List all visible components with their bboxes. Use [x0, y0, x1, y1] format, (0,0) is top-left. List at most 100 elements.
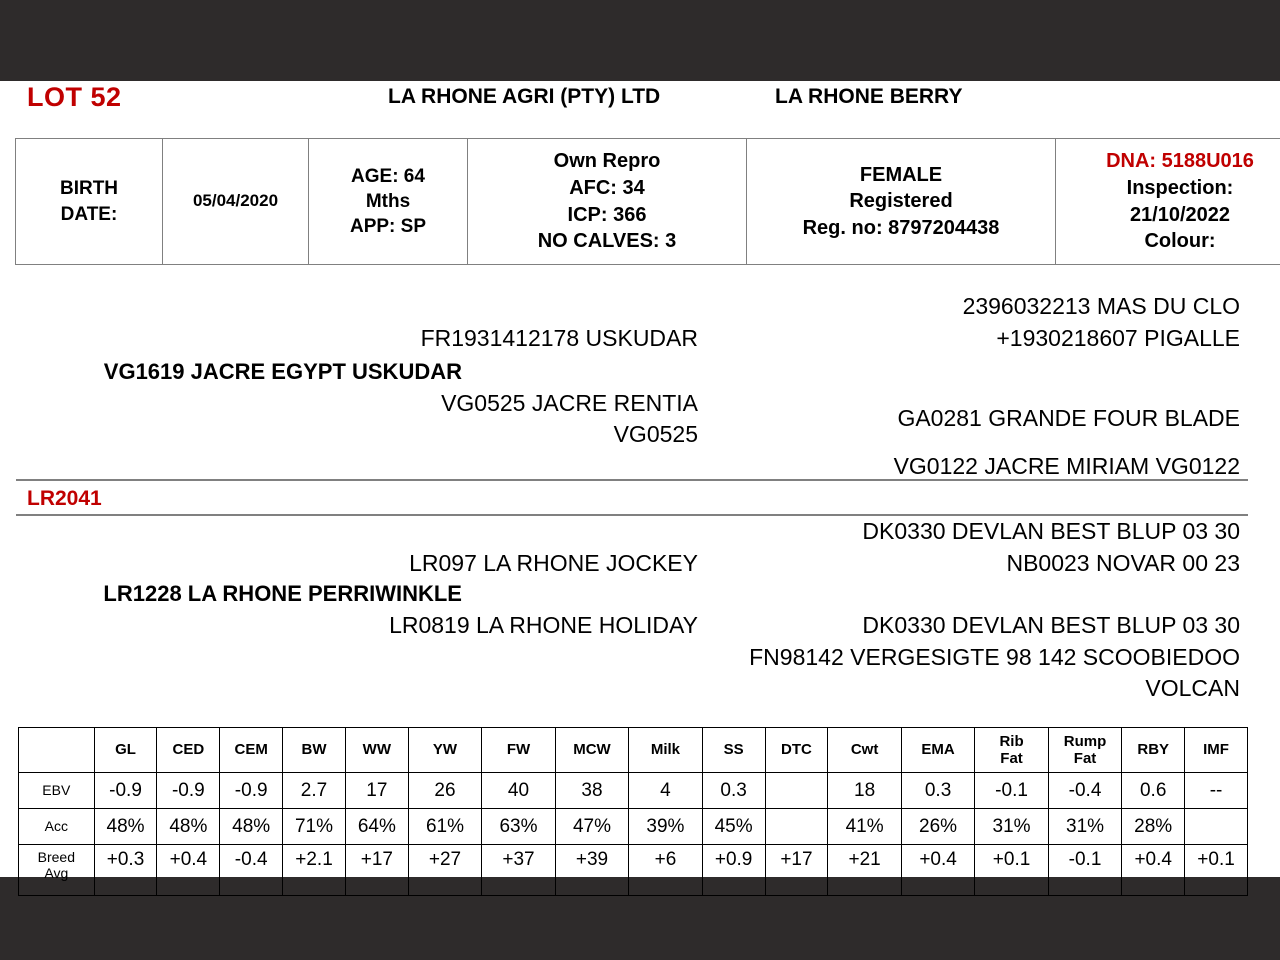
ebv-cell-rumpfat: -0.4	[1047, 772, 1123, 809]
avg-cell-yw: +27	[407, 844, 483, 896]
ebv-col-imf-line1: IMF	[1203, 741, 1229, 759]
ebv-cell-ced: -0.9	[156, 772, 221, 809]
ebv-col-ss: SS	[701, 727, 766, 773]
ebv-cell-dtc	[764, 772, 829, 809]
acc-cell-ced: 48%	[156, 808, 221, 845]
avg-cell-ww: +17	[344, 844, 409, 896]
avg-cell-rby: +0.4	[1121, 844, 1186, 896]
birth-date-label-cell: BIRTH DATE:	[15, 138, 163, 265]
ebv-cell-bw: 2.7	[282, 772, 346, 809]
avg-cell-ss: +0.9	[701, 844, 766, 896]
ebv-col-imf: IMF	[1184, 727, 1248, 773]
table-row: Breed Avg +0.3 +0.4 -0.4 +2.1 +17 +27 +3…	[18, 844, 1248, 896]
acc-cell-ww: 64%	[344, 808, 409, 845]
age-cell: AGE: 64 Mths APP: SP	[308, 138, 468, 265]
avg-cell-mcw: +39	[554, 844, 630, 896]
animal-id-label: LR2041	[27, 487, 102, 510]
dam-gp5: VOLCAN	[1145, 675, 1240, 701]
repro-line3: ICP: 366	[567, 203, 647, 226]
avg-cell-gl: +0.3	[93, 844, 158, 896]
ebv-col-rumpfat-line2: Fat	[1073, 750, 1097, 767]
ebv-col-mcw: MCW	[554, 727, 630, 773]
acc-cell-cwt: 41%	[827, 808, 902, 845]
herd-name-label: LA RHONE BERRY	[775, 85, 963, 108]
acc-cell-gl: 48%	[93, 808, 158, 845]
avg-cell-ced: +0.4	[156, 844, 221, 896]
ebv-col-dtc: DTC	[764, 727, 829, 773]
ebv-col-rumpfat: Rump Fat	[1047, 727, 1123, 773]
ebv-col-ced-line1: CED	[172, 741, 205, 759]
birth-date-label-line2: DATE:	[60, 203, 118, 225]
ebv-col-cwt: Cwt	[827, 727, 902, 773]
dam-sire: LR097 LA RHONE JOCKEY	[409, 550, 698, 576]
acc-cell-rumpfat: 31%	[1047, 808, 1123, 845]
ebv-cell-cem: -0.9	[219, 772, 284, 809]
registration-number: Reg. no: 8797204438	[802, 216, 1000, 239]
ebv-col-rumpfat-line1: Rump	[1063, 732, 1107, 750]
acc-cell-bw: 71%	[282, 808, 346, 845]
ebv-col-fw: FW	[481, 727, 556, 773]
ebv-cell-mcw: 38	[554, 772, 630, 809]
band-rule-bottom	[16, 514, 1248, 516]
ebv-col-ss-line1: SS	[723, 741, 744, 759]
ebv-cell-fw: 40	[481, 772, 556, 809]
ebv-col-cem-line1: CEM	[234, 741, 268, 759]
ebv-cell-cwt: 18	[827, 772, 902, 809]
dam-gp2: NB0023 NOVAR 00 23	[1006, 550, 1240, 576]
acc-cell-rby: 28%	[1121, 808, 1186, 845]
ebv-col-milk-line1: Milk	[650, 741, 681, 759]
title-row: LOT 52 LA RHONE AGRI (PTY) LTD LA RHONE …	[0, 82, 1280, 118]
ebv-col-ribfat-line2: Fat	[1000, 750, 1023, 767]
ebv-header-row: GL CED CEM BW WW YW FW MCW Milk SS DTC C…	[18, 727, 1248, 773]
animal-info-row: BIRTH DATE: 05/04/2020 AGE: 64 Mths APP:…	[15, 138, 1280, 265]
age-line1: AGE: 64	[351, 165, 425, 187]
birth-date-value-cell: 05/04/2020	[162, 138, 309, 265]
acc-cell-fw: 63%	[481, 808, 556, 845]
ebv-col-ced: CED	[156, 727, 221, 773]
acc-cell-mcw: 47%	[554, 808, 630, 845]
ebv-col-rby-line1: RBY	[1137, 741, 1170, 759]
avg-cell-imf: +0.1	[1184, 844, 1248, 896]
ebv-col-bw-line1: BW	[301, 741, 327, 759]
lot-number-label: LOT 52	[27, 82, 122, 112]
sire-sire: FR1931412178 USKUDAR	[420, 325, 698, 351]
repro-cell: Own Repro AFC: 34 ICP: 366 NO CALVES: 3	[467, 138, 747, 265]
ebv-col-ww: WW	[344, 727, 409, 773]
avg-cell-dtc: +17	[764, 844, 829, 896]
age-line2: Mths	[365, 190, 411, 212]
ebv-col-ema-line1: EMA	[921, 741, 955, 759]
ebv-cell-gl: -0.9	[93, 772, 158, 809]
ebv-col-yw-line1: YW	[432, 741, 458, 759]
avg-cell-fw: +37	[481, 844, 556, 896]
band-rule-top	[16, 479, 1248, 481]
ebv-col-ww-line1: WW	[362, 741, 391, 759]
sire-gp3: GA0281 GRANDE FOUR BLADE	[897, 405, 1240, 431]
avg-cell-cwt: +21	[827, 844, 902, 896]
dam-gp4: FN98142 VERGESIGTE 98 142 SCOOBIEDOO	[749, 644, 1240, 670]
acc-row-label: Acc	[18, 808, 95, 845]
inspection-label: Inspection:	[1126, 176, 1234, 199]
table-row: Acc 48% 48% 48% 71% 64% 61% 63% 47% 39% …	[18, 808, 1248, 845]
dam-name: LR1228 LA RHONE PERRIWINKLE	[103, 581, 462, 606]
birth-date-label-line1: BIRTH	[59, 178, 119, 200]
animal-info-table: BIRTH DATE: 05/04/2020 AGE: 64 Mths APP:…	[15, 138, 1280, 265]
sex-label: FEMALE	[859, 163, 943, 186]
dna-code: DNA: 5188U016	[1106, 150, 1254, 173]
ebv-col-gl-line1: GL	[115, 741, 136, 759]
sire-dam: VG0525 JACRE RENTIA	[441, 390, 698, 416]
avg-cell-cem: -0.4	[219, 844, 284, 896]
sire-name: VG1619 JACRE EGYPT USKUDAR	[103, 359, 462, 384]
ebv-col-ema: EMA	[900, 727, 976, 773]
ebv-col-cwt-line1: Cwt	[850, 741, 879, 759]
avg-cell-bw: +2.1	[282, 844, 346, 896]
ebv-table-head: GL CED CEM BW WW YW FW MCW Milk SS DTC C…	[18, 727, 1248, 773]
ebv-col-mcw-line1: MCW	[573, 741, 611, 759]
ebv-cell-milk: 4	[628, 772, 703, 809]
acc-cell-dtc	[764, 808, 829, 845]
acc-cell-milk: 39%	[628, 808, 703, 845]
avg-cell-ribfat: +0.1	[974, 844, 1049, 896]
breed-avg-label-line2: Avg	[44, 865, 69, 882]
dam-gp3: DK0330 DEVLAN BEST BLUP 03 30	[862, 612, 1240, 638]
ebv-col-bw: BW	[282, 727, 346, 773]
